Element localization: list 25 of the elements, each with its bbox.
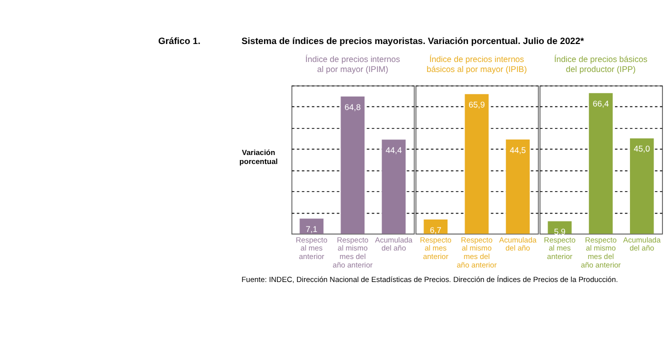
x-tick-label: Acumulada del año xyxy=(623,235,662,253)
y-axis-title: Variación porcentual xyxy=(239,148,278,166)
x-tick-label: Respecto al mes anterior xyxy=(296,235,328,262)
data-label: 64,8 xyxy=(344,102,362,112)
data-label: 66,4 xyxy=(592,98,610,108)
source-note: Fuente: INDEC, Dirección Nacional de Estadísticas de Precios. Dirección de Índices de Precios de la Producción. xyxy=(241,274,618,284)
x-tick-label: Respecto al mes anterior xyxy=(420,235,452,262)
chart-title: Índice de precios básicos del productor (IPP) xyxy=(554,54,648,74)
x-tick-label: Respecto al mes anterior xyxy=(544,235,576,262)
data-label: 7,1 xyxy=(306,224,318,234)
data-label: 65,9 xyxy=(468,99,486,110)
data-label: 45,0 xyxy=(634,144,650,154)
x-tick-label: Acumulada del año xyxy=(499,235,538,253)
x-tick-label: Respecto al mismo mes del año anterior xyxy=(580,235,622,270)
x-tick-label: Respecto al mismo mes del año anterior xyxy=(332,235,374,270)
data-label: 6,7 xyxy=(430,224,442,235)
x-tick-label: Acumulada del año xyxy=(375,235,414,253)
data-label: 5,9 xyxy=(554,226,566,237)
chart-title: Índice de precios internos al por mayor (IPIM) xyxy=(305,54,400,74)
x-tick-label: Respecto al mismo mes del año anterior xyxy=(456,235,498,270)
text: Sistema de índices de precios mayoristas. Variación porcentual. Julio de 2022* xyxy=(241,36,584,46)
data-label: 44,4 xyxy=(386,145,402,155)
chart-title: Índice de precios internos básicos al por mayor (IPIB) xyxy=(426,54,528,74)
data-label: 44,5 xyxy=(510,144,526,155)
text: Gráfico 1. xyxy=(158,36,200,46)
